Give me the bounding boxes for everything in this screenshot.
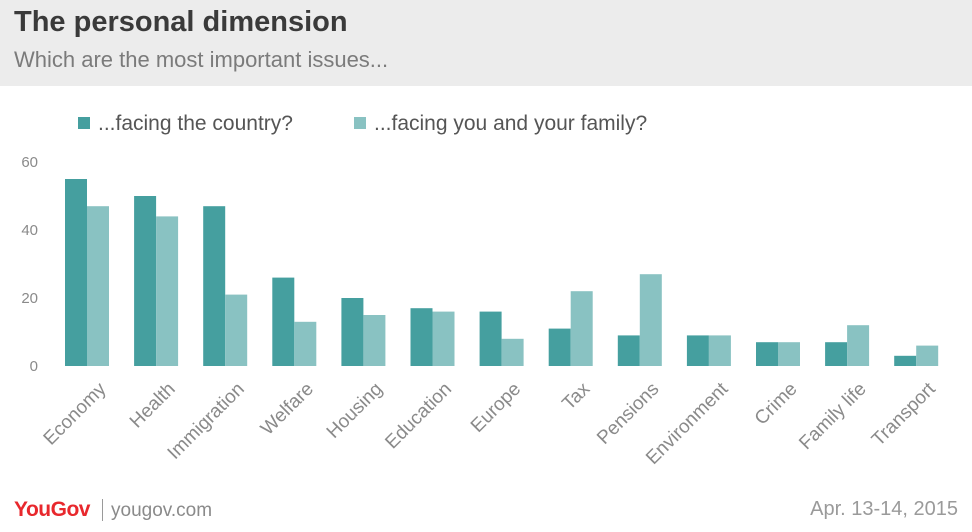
y-tick-label: 20 (21, 290, 38, 307)
footer-divider (102, 499, 103, 521)
bar-family (432, 311, 455, 366)
bar-family (639, 274, 662, 366)
x-tick-label: Tax (558, 378, 594, 414)
bar-country (617, 335, 640, 366)
bar-country (894, 355, 917, 366)
y-tick-label: 60 (21, 154, 38, 171)
x-tick-label: Europe (467, 379, 525, 437)
bar-family (363, 315, 386, 366)
bar-country (686, 335, 709, 366)
y-tick-label: 0 (30, 358, 38, 375)
bar-country (756, 342, 778, 366)
bar-country (479, 311, 502, 366)
yougov-logo: YouGov (14, 498, 90, 521)
bar-family (916, 345, 939, 366)
bar-family (778, 342, 800, 366)
chart-title: The personal dimension (14, 6, 348, 38)
bar-family (294, 321, 317, 366)
bar-family (570, 291, 593, 366)
y-tick-label: 40 (21, 222, 38, 239)
legend-label-country: ...facing the country? (98, 112, 293, 135)
bar-family (501, 338, 524, 366)
x-tick-label: Health (126, 379, 180, 433)
chart-subtitle: Which are the most important issues... (14, 47, 389, 72)
bar-family (847, 325, 870, 366)
x-tick-label: Pensions (593, 379, 663, 449)
x-tick-label: Economy (40, 378, 111, 449)
x-tick-label: Crime (751, 379, 802, 430)
legend-swatch-family (354, 117, 366, 129)
bar-family (156, 216, 179, 366)
bar-country (134, 196, 157, 366)
x-tick-label: Education (381, 379, 456, 454)
bar-country (825, 342, 848, 366)
header: The personal dimension Which are the mos… (0, 0, 972, 86)
legend-label-family: ...facing you and your family? (374, 112, 648, 135)
x-tick-label: Family life (795, 379, 870, 454)
bar-country (65, 179, 87, 366)
bar-family (708, 335, 731, 366)
bar-family (225, 294, 248, 366)
bar-country (203, 206, 226, 366)
footer-date: Apr. 13-14, 2015 (810, 498, 958, 520)
bar-country (410, 308, 433, 366)
bar-country (272, 277, 295, 366)
footer-site: yougov.com (111, 500, 213, 521)
x-tick-label: Welfare (257, 379, 318, 440)
x-tick-label: Transport (868, 378, 940, 450)
bar-country (341, 298, 364, 366)
bar-family (87, 206, 109, 366)
legend-swatch-country (78, 117, 90, 129)
bar-country (548, 328, 571, 366)
x-tick-label: Housing (323, 379, 387, 443)
